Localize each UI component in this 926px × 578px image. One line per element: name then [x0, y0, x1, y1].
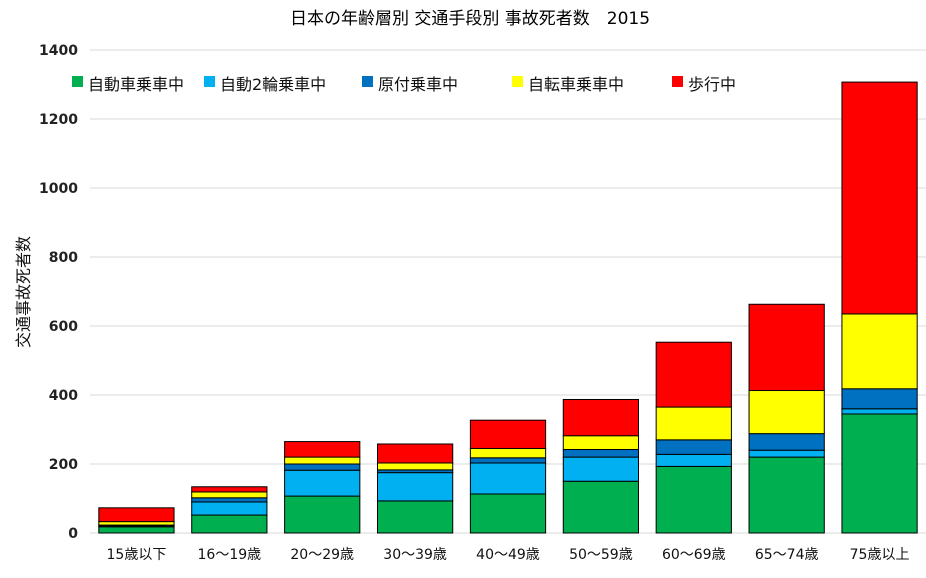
bar-segment	[469, 419, 547, 449]
y-tick-label: 400	[49, 388, 78, 404]
bar-segment	[191, 486, 268, 493]
x-tick-label: 15歳以下	[107, 547, 167, 563]
bar-stack	[469, 419, 547, 534]
bar-segment	[376, 462, 454, 471]
bar-segment	[748, 456, 825, 534]
bar-segment	[562, 398, 640, 437]
y-tick-label: 1000	[39, 181, 78, 197]
x-tick-label: 20～29歳	[290, 547, 354, 563]
bar-segment	[376, 472, 454, 502]
x-tick-label: 16～19歳	[198, 547, 262, 563]
legend-swatch	[204, 76, 215, 87]
y-tick-label: 200	[49, 457, 78, 473]
bar-segment	[655, 453, 732, 467]
legend-label: 歩行中	[688, 75, 736, 94]
y-tick-label: 0	[68, 526, 78, 542]
legend-swatch	[672, 76, 683, 87]
x-tick-label: 60～69歳	[662, 547, 726, 563]
legend-label: 自転車乗車中	[528, 75, 624, 94]
chart-title: 日本の年齢層別 交通手段別 事故死者数 2015	[290, 9, 650, 29]
legend-swatch	[72, 76, 83, 87]
bar-stack	[841, 81, 918, 534]
bars	[98, 81, 918, 534]
bar-segment	[655, 341, 732, 408]
bar-segment	[284, 463, 361, 471]
bar-stack	[376, 443, 454, 534]
gridlines	[90, 49, 926, 534]
bar-segment	[841, 408, 918, 415]
bar-stack	[98, 507, 175, 534]
bar-segment	[284, 469, 361, 497]
bar-segment	[655, 406, 732, 441]
bar-segment	[748, 303, 825, 392]
y-tick-label: 600	[49, 319, 78, 335]
y-tick-label: 800	[49, 250, 78, 266]
bar-segment	[469, 462, 547, 495]
legend-label: 原付乗車中	[378, 75, 458, 94]
bar-segment	[562, 456, 640, 482]
bar-segment	[376, 443, 454, 464]
bar-segment	[655, 465, 732, 534]
bar-segment	[284, 456, 361, 465]
bar-segment	[376, 500, 454, 534]
legend: 自動車乗車中 自動2輪乗車中 原付乗車中 自転車乗車中 歩行中	[72, 75, 736, 94]
x-axis-ticks: 15歳以下 16～19歳 20～29歳 30～39歳 40～49歳 50～59歳 60～69…	[107, 547, 910, 563]
x-tick-label: 65～74歳	[755, 547, 819, 563]
bar-segment	[748, 390, 825, 435]
bar-segment	[284, 495, 361, 534]
bar-segment	[748, 433, 825, 451]
y-axis-ticks: 0 200 400 600 800 1000 1200 1400	[39, 43, 78, 542]
bar-segment	[469, 447, 547, 459]
y-axis-label: 交通事故死者数	[14, 236, 33, 348]
bar-segment	[191, 497, 268, 503]
bar-segment	[98, 521, 175, 526]
x-tick-label: 40～49歳	[476, 547, 540, 563]
bar-segment	[284, 441, 361, 458]
bar-stack	[191, 486, 268, 534]
bar-segment	[841, 313, 918, 390]
bar-segment	[841, 81, 918, 315]
legend-swatch	[362, 76, 373, 87]
bar-stack	[562, 398, 640, 534]
bar-segment	[469, 457, 547, 464]
bar-segment	[98, 526, 175, 534]
bar-segment	[841, 413, 918, 534]
bar-segment	[748, 449, 825, 458]
bar-segment	[562, 435, 640, 451]
bar-stack	[284, 441, 361, 534]
bar-segment	[841, 388, 918, 410]
bar-stack	[748, 303, 825, 534]
bar-segment	[191, 501, 268, 516]
legend-swatch	[512, 76, 523, 87]
legend-label: 自動2輪乗車中	[220, 75, 326, 94]
x-tick-label: 50～59歳	[569, 547, 633, 563]
bar-segment	[562, 449, 640, 458]
bar-segment	[655, 439, 732, 455]
bar-segment	[469, 493, 547, 534]
x-tick-label: 75歳以上	[850, 547, 910, 563]
bar-segment	[562, 480, 640, 534]
bar-stack	[655, 341, 732, 534]
x-tick-label: 30～39歳	[383, 547, 447, 563]
y-tick-label: 1200	[39, 112, 78, 128]
bar-segment	[191, 491, 268, 499]
bar-segment	[98, 507, 175, 523]
bar-segment	[191, 514, 268, 534]
y-tick-label: 1400	[39, 43, 78, 59]
legend-label: 自動車乗車中	[88, 75, 184, 94]
